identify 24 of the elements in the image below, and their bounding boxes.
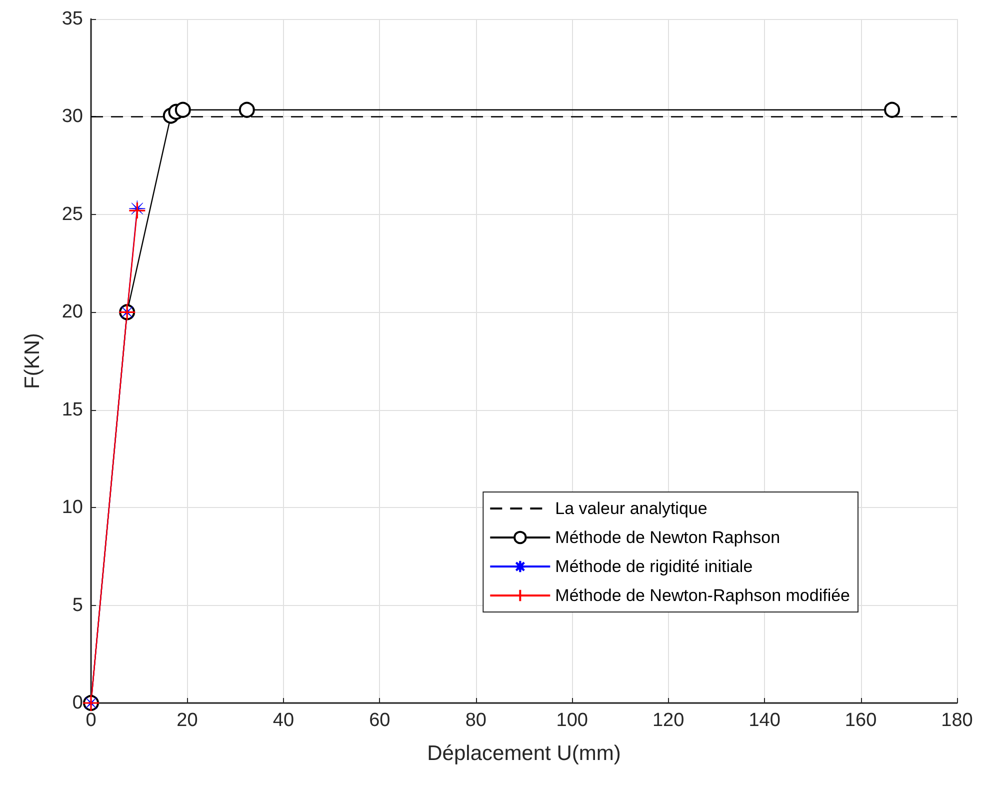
legend-label: La valeur analytique [555,499,708,518]
y-tick-label: 20 [62,302,83,323]
x-tick-label: 60 [369,710,390,731]
x-tick-label: 120 [652,710,684,731]
y-axis-title: F(KN) [21,333,44,389]
legend-label: Méthode de Newton-Raphson modifiée [555,586,850,605]
y-tick-label: 25 [62,204,83,225]
y-tick-label: 30 [62,106,83,128]
y-tick-label: 10 [62,497,83,518]
x-tick-label: 140 [748,710,780,731]
x-tick-label: 100 [556,710,588,731]
x-tick-label: 160 [844,710,877,731]
legend-label: Méthode de rigidité initiale [555,557,753,576]
y-tick-label: 35 [62,8,83,30]
x-tick-label: 80 [465,710,486,731]
legend-label: Méthode de Newton Raphson [555,528,780,547]
y-tick-label: 5 [72,594,83,616]
x-tick-label: 0 [86,710,96,731]
y-tick-label: 15 [62,399,83,420]
x-tick-label: 40 [272,710,294,731]
x-axis-title: Déplacement U(mm) [427,742,621,765]
x-tick-label: 180 [941,710,973,731]
x-tick-label: 20 [176,710,198,731]
y-tick-label: 0 [72,692,83,714]
